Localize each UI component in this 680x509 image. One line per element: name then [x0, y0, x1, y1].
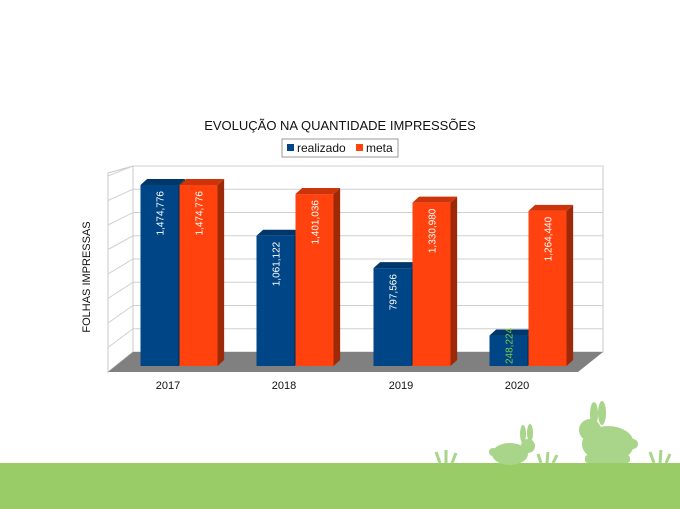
legend: realizado meta — [281, 138, 399, 158]
data-label-meta-2020: 1,264,440 — [544, 216, 555, 261]
x-tick-2017: 2017 — [156, 380, 180, 392]
gridline-side — [107, 281, 134, 299]
data-label-realizado-2018: 1,061,122 — [272, 241, 283, 286]
data-label-meta-2018: 1,401,036 — [311, 200, 322, 245]
x-axis-ticks: 2017 2018 2019 2020 — [156, 380, 529, 392]
grass-tuft-icon — [434, 449, 672, 464]
legend-label-realizado: realizado — [297, 141, 346, 155]
x-tick-2018: 2018 — [272, 380, 296, 392]
legend-swatch-meta — [356, 144, 363, 151]
bar-meta-2017 — [179, 179, 225, 366]
x-tick-2020: 2020 — [505, 380, 529, 392]
side-wall — [107, 165, 134, 374]
x-tick-2019: 2019 — [389, 380, 413, 392]
ground-strip — [0, 463, 680, 509]
bar-meta-2018 — [295, 188, 341, 366]
data-label-realizado-2017: 1,474,776 — [156, 191, 167, 236]
data-label-meta-2017: 1,474,776 — [195, 191, 206, 236]
gridline-side — [107, 188, 134, 201]
rabbit-small-icon — [489, 424, 535, 465]
gridline-side — [107, 165, 134, 177]
plot-frame — [107, 165, 604, 374]
legend-box — [281, 138, 399, 158]
gridline-side — [107, 305, 134, 324]
decoration — [0, 401, 680, 509]
chart-title: EVOLUÇÃO NA QUANTIDADE IMPRESSÕES — [204, 118, 476, 133]
rabbit-large-icon — [579, 401, 638, 463]
gridline-side — [107, 258, 134, 275]
legend-label-meta: meta — [366, 141, 393, 155]
gridline-side — [107, 212, 134, 226]
legend-swatch-realizado — [287, 144, 294, 151]
data-label-realizado-2019: 797,566 — [389, 274, 400, 311]
bars: 1,474,776 1,474,776 1,061,122 1,401,036 797,… — [140, 179, 574, 366]
gridline-side — [107, 235, 134, 250]
bar-meta-2019 — [412, 196, 458, 366]
y-axis-label: FOLHAS IMPRESSAS — [81, 221, 93, 332]
floor — [108, 352, 603, 372]
gridline-side — [107, 328, 134, 348]
data-label-realizado-2020: 248,224 — [505, 327, 516, 364]
bar-meta-2020 — [528, 204, 574, 366]
data-label-meta-2019: 1,330,980 — [428, 208, 439, 253]
